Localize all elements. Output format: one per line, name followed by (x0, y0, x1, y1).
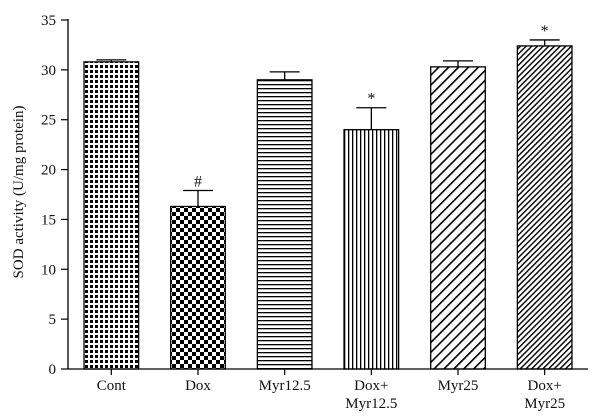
bar (256, 79, 313, 370)
bar (430, 66, 486, 370)
x-tick-label: Myr25 (524, 396, 565, 412)
x-tick-label: Dox+ (528, 378, 562, 394)
y-tick-label: 15 (41, 212, 56, 228)
y-tick-label: 35 (41, 13, 56, 29)
x-tick-label: Cont (97, 378, 127, 394)
significance-marker: # (194, 174, 202, 191)
y-tick-label: 30 (41, 63, 56, 79)
bar (343, 129, 400, 370)
bar-group: * (343, 91, 400, 370)
y-tick-label: 25 (41, 113, 56, 129)
significance-marker: * (541, 23, 549, 40)
bar-group: * (516, 23, 573, 370)
bars-group: # * * (83, 23, 573, 370)
y-tick-label: 20 (41, 163, 56, 179)
bar-group (83, 59, 140, 370)
x-tick-label: Myr12.5 (259, 378, 311, 394)
y-axis: 0 5 10 15 20 25 30 35 (41, 13, 69, 378)
bar-group (430, 60, 486, 370)
x-tick-label: Dox (185, 378, 211, 394)
x-tick-label: Myr12.5 (345, 396, 397, 412)
bar-group: # (170, 174, 226, 370)
bar (516, 45, 573, 370)
y-tick-label: 5 (49, 312, 57, 328)
x-tick-label: Myr25 (438, 378, 479, 394)
bar (170, 205, 226, 370)
y-tick-label: 0 (49, 362, 57, 378)
significance-marker: * (367, 91, 375, 108)
x-tick-label: Dox+ (354, 378, 388, 394)
bar (83, 61, 140, 370)
y-axis-label: SOD activity (U/mg protein) (11, 106, 27, 279)
x-axis: Cont Dox Myr12.5 Dox+ Myr12.5 Myr25 Dox+ Myr25 (68, 368, 588, 412)
bar-group (256, 71, 313, 370)
y-tick-label: 10 (41, 262, 56, 278)
